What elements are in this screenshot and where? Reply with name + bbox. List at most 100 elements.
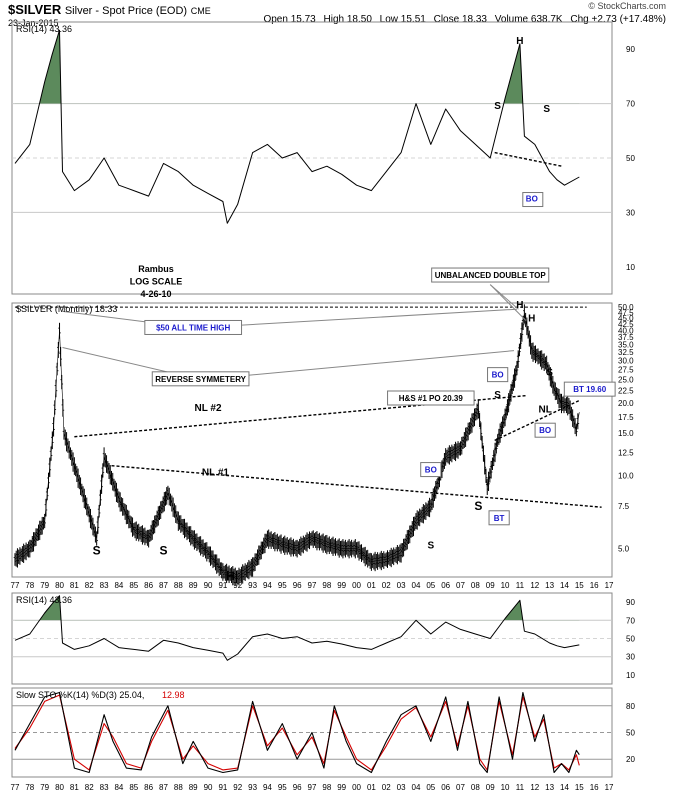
x-tick-label: 81 bbox=[70, 783, 79, 792]
volume-value: Volume 638.7K bbox=[494, 14, 563, 25]
x-tick-label: 97 bbox=[308, 581, 317, 590]
annotation-box bbox=[151, 371, 250, 387]
close-value: Close 18.33 bbox=[433, 14, 487, 25]
x-tick-label: 85 bbox=[129, 581, 138, 590]
x-tick-label: 12 bbox=[530, 581, 539, 590]
price-y-tick-label: 15.0 bbox=[618, 429, 634, 438]
annotation-box bbox=[563, 381, 616, 397]
price-annotation: NL #2 bbox=[195, 403, 222, 414]
x-tick-label: 00 bbox=[352, 783, 361, 792]
x-tick-label: 05 bbox=[426, 783, 435, 792]
x-tick-label: 84 bbox=[114, 581, 123, 590]
stoch-label: Slow STO %K(14) %D(3) 25.04, bbox=[16, 690, 144, 700]
stockcharts-credit: © StockCharts.com bbox=[588, 1, 666, 11]
x-tick-label: 07 bbox=[456, 783, 465, 792]
rsi-annotation: BO bbox=[526, 195, 538, 204]
x-tick-label: 89 bbox=[189, 783, 198, 792]
annotation-box bbox=[488, 510, 510, 526]
change-value: Chg +2.73 (+17.48%) bbox=[570, 14, 666, 25]
price-path bbox=[14, 313, 580, 578]
rsi-line bbox=[14, 29, 580, 224]
price-annotation: Rambus bbox=[138, 264, 174, 274]
x-tick-label: 16 bbox=[590, 581, 599, 590]
y-tick-label: 90 bbox=[626, 45, 635, 54]
price-annotation: NL #1 bbox=[202, 468, 229, 479]
x-tick-label: 90 bbox=[204, 581, 213, 590]
price-panel-label: $SILVER (Monthly) 18.33 bbox=[16, 304, 117, 314]
price-annotation: S bbox=[494, 390, 501, 401]
price-y-tick-label: 45.0 bbox=[618, 314, 634, 323]
x-tick-label: 83 bbox=[100, 581, 109, 590]
annotation-pointer bbox=[200, 350, 515, 381]
y-tick-label: 10 bbox=[626, 263, 635, 272]
y-tick-label: 50 bbox=[626, 635, 635, 644]
x-tick-label: 98 bbox=[322, 783, 331, 792]
annotation-box bbox=[522, 192, 544, 208]
x-tick-label: 14 bbox=[560, 783, 569, 792]
stoch-y-tick-label: 20 bbox=[626, 755, 635, 764]
price-annotation: NL bbox=[538, 404, 551, 415]
price-y-tick-label: 35.0 bbox=[618, 340, 634, 349]
chart-symbol-title: $SILVER Silver - Spot Price (EOD) CME bbox=[8, 2, 211, 17]
x-tick-label: 93 bbox=[248, 783, 257, 792]
x-tick-label: 11 bbox=[516, 581, 525, 590]
rsi-line bbox=[14, 595, 580, 661]
x-tick-label: 88 bbox=[174, 581, 183, 590]
price-y-tick-label: 12.5 bbox=[618, 448, 634, 457]
price-y-tick-label: 40.0 bbox=[618, 326, 634, 335]
x-tick-label: 15 bbox=[575, 783, 584, 792]
price-annotation: H&S #1 PO 20.39 bbox=[399, 394, 464, 403]
price-annotation: H bbox=[516, 300, 523, 311]
x-tick-label: 99 bbox=[337, 581, 346, 590]
x-tick-label: 81 bbox=[70, 581, 79, 590]
x-tick-label: 94 bbox=[263, 581, 272, 590]
x-tick-label: 78 bbox=[25, 581, 34, 590]
rsi-panel-label: RSI(14) 43.36 bbox=[16, 24, 72, 34]
annotation-pointer bbox=[193, 308, 517, 329]
stoch-d-label: 12.98 bbox=[162, 690, 185, 700]
price-annotation: BO bbox=[539, 426, 551, 435]
symbol: $SILVER bbox=[8, 2, 62, 17]
x-tick-label: 92 bbox=[233, 783, 242, 792]
x-tick-label: 17 bbox=[605, 783, 614, 792]
price-y-tick-label: 25.0 bbox=[618, 376, 634, 385]
rsi-annotation: H bbox=[516, 36, 523, 47]
x-tick-label: 11 bbox=[516, 783, 525, 792]
y-tick-label: 10 bbox=[626, 671, 635, 680]
x-tick-label: 04 bbox=[412, 581, 421, 590]
rsi-neckline bbox=[494, 151, 562, 167]
rsi-annotation: S bbox=[543, 104, 550, 115]
x-tick-label: 06 bbox=[441, 783, 450, 792]
annotation-box bbox=[431, 267, 550, 283]
price-y-tick-label: 27.5 bbox=[618, 366, 634, 375]
x-tick-label: 86 bbox=[144, 581, 153, 590]
trendline bbox=[74, 394, 528, 438]
x-tick-label: 82 bbox=[85, 581, 94, 590]
annotation-box bbox=[420, 462, 442, 478]
exchange: CME bbox=[190, 6, 211, 16]
open-value: Open 15.73 bbox=[263, 14, 316, 25]
y-tick-label: 50 bbox=[626, 154, 635, 163]
y-tick-label: 70 bbox=[626, 100, 635, 109]
ohlc-readout: Open 15.73 High 18.50 Low 15.51 Close 18… bbox=[263, 14, 666, 25]
x-tick-label: 93 bbox=[248, 581, 257, 590]
price-annotation: H bbox=[528, 314, 535, 325]
rsi-top-panel: 10 30 50 70 90 RSI(14) 43.36 S H S BO bbox=[11, 21, 635, 295]
x-tick-label: 86 bbox=[144, 783, 153, 792]
x-tick-label: 01 bbox=[367, 581, 376, 590]
x-tick-label: 08 bbox=[471, 581, 480, 590]
price-annotation: UNBALANCED DOUBLE TOP bbox=[435, 271, 547, 280]
price-annotation: S bbox=[93, 544, 101, 558]
price-y-tick-label: 17.5 bbox=[618, 413, 634, 422]
rsi-overbought-fill bbox=[14, 595, 580, 621]
x-tick-label: 08 bbox=[471, 783, 480, 792]
y-tick-label: 30 bbox=[626, 208, 635, 217]
price-annotation: BO bbox=[492, 371, 504, 380]
x-tick-label: 94 bbox=[263, 783, 272, 792]
y-tick-label: 30 bbox=[626, 653, 635, 662]
x-tick-label: 10 bbox=[501, 581, 510, 590]
annotation-box bbox=[144, 319, 243, 335]
stoch-y-tick-label: 80 bbox=[626, 702, 635, 711]
x-tick-label: 03 bbox=[397, 581, 406, 590]
